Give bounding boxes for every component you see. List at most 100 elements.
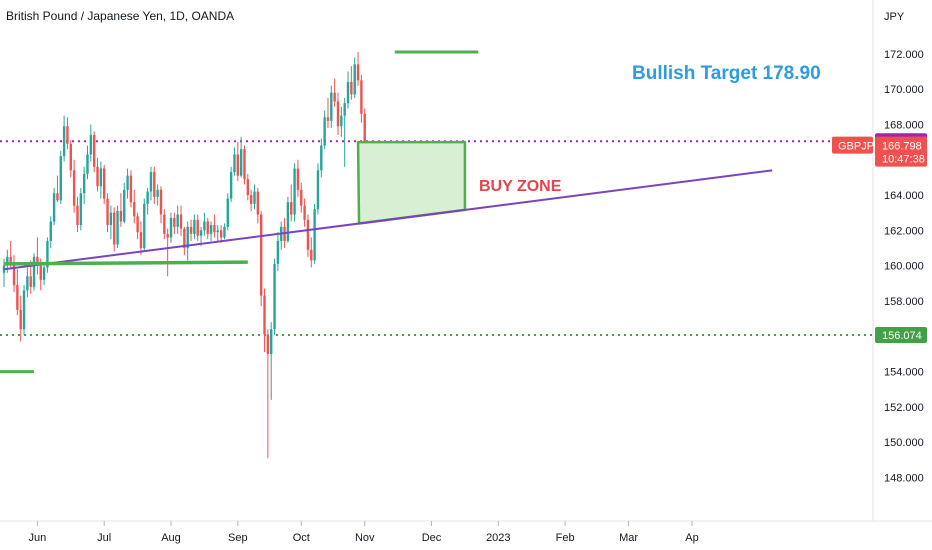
candle [209, 221, 213, 241]
candle [156, 184, 159, 206]
candle [196, 214, 199, 241]
candle-body [223, 226, 226, 238]
candle-body [336, 101, 340, 127]
candle [119, 193, 123, 227]
price-tick-label: 170.000 [884, 84, 924, 96]
candle [356, 52, 360, 86]
candle [203, 212, 206, 236]
candle [273, 258, 276, 335]
candle [143, 198, 146, 252]
candle-body [139, 232, 143, 249]
candle [16, 269, 19, 316]
candle-body [69, 143, 72, 171]
candle [166, 228, 169, 277]
currency-label: JPY [884, 11, 905, 23]
candle-body [92, 135, 96, 167]
candle-body [330, 92, 333, 121]
candle [113, 207, 116, 252]
candle [253, 184, 256, 210]
candle [226, 193, 229, 231]
candle [146, 187, 149, 215]
candle-body [59, 156, 62, 201]
candle-body [79, 193, 83, 226]
candle-body [293, 168, 296, 215]
candle-body [103, 168, 106, 199]
candle [96, 157, 99, 192]
candle [92, 131, 96, 173]
candle [126, 168, 129, 199]
candle [300, 182, 303, 213]
candle-body [313, 209, 316, 261]
candle-body [206, 221, 209, 234]
candle-body [96, 166, 99, 187]
candle [42, 263, 46, 286]
time-tick-label: Jun [29, 532, 47, 544]
candle [76, 196, 79, 233]
bullish-target-label: Bullish Target 178.90 [632, 63, 821, 84]
candle-body [9, 256, 12, 263]
candle [316, 163, 320, 215]
candle-body [253, 191, 256, 204]
candle-body [106, 198, 109, 226]
candle [62, 115, 66, 162]
candle [340, 106, 343, 137]
candle [310, 237, 313, 268]
candle-body [143, 203, 146, 249]
time-axis[interactable]: Jun Jul Aug Sep Oct Nov Dec 2023 Feb Mar Ap [29, 521, 699, 544]
support-price-tag: 156.074 [882, 330, 922, 342]
time-tick-label: Nov [355, 532, 375, 544]
candle [66, 117, 69, 150]
candle [346, 71, 350, 109]
support-price-tag-bg [875, 326, 927, 343]
candle-body [12, 262, 16, 286]
candle-body [246, 179, 250, 196]
candle-body [310, 249, 313, 261]
candle-body [233, 154, 236, 173]
bar-countdown: 10:47:38 [882, 154, 925, 166]
last-price-tag: 166.798 [882, 141, 922, 153]
price-tick-label: 168.000 [884, 119, 924, 131]
candle [360, 74, 363, 123]
candle-body [169, 218, 173, 238]
time-tick-label: Mar [619, 532, 638, 544]
chart-title: British Pound / Japanese Yen, 1D, OANDA [6, 9, 234, 23]
candle-body [296, 168, 300, 190]
candle-body [156, 189, 159, 197]
candle-body [249, 195, 253, 204]
candle-body [56, 193, 59, 201]
candle-body [360, 80, 363, 114]
price-tick-label: 160.000 [884, 261, 924, 273]
candle [82, 166, 86, 204]
candle [350, 66, 353, 100]
candle-body [216, 230, 219, 233]
price-tick-label: 150.000 [884, 437, 924, 449]
candle-body [29, 276, 32, 287]
candle [186, 221, 189, 261]
candle-body [39, 265, 42, 280]
price-tick-label: 148.000 [884, 473, 924, 485]
candle-body [49, 221, 52, 241]
candle-body [213, 225, 216, 233]
candle [249, 189, 253, 211]
ascending-trendline[interactable] [3, 169, 773, 271]
candle-body [256, 191, 260, 215]
candle-body [126, 175, 129, 190]
candle [336, 92, 340, 136]
candle-body [263, 295, 266, 335]
candle-body [323, 117, 326, 146]
candle [320, 138, 323, 178]
candle-body [236, 154, 239, 176]
candle [270, 322, 273, 400]
candle-body [82, 173, 86, 194]
candle-body [363, 113, 366, 146]
candle-body [270, 329, 273, 354]
candle [193, 214, 196, 240]
candle-body [119, 210, 123, 222]
candle [163, 209, 166, 240]
previous-support-line[interactable] [3, 260, 248, 266]
candle-body [259, 214, 263, 296]
price-tick-label: 158.000 [884, 296, 924, 308]
candle-body [183, 228, 186, 249]
